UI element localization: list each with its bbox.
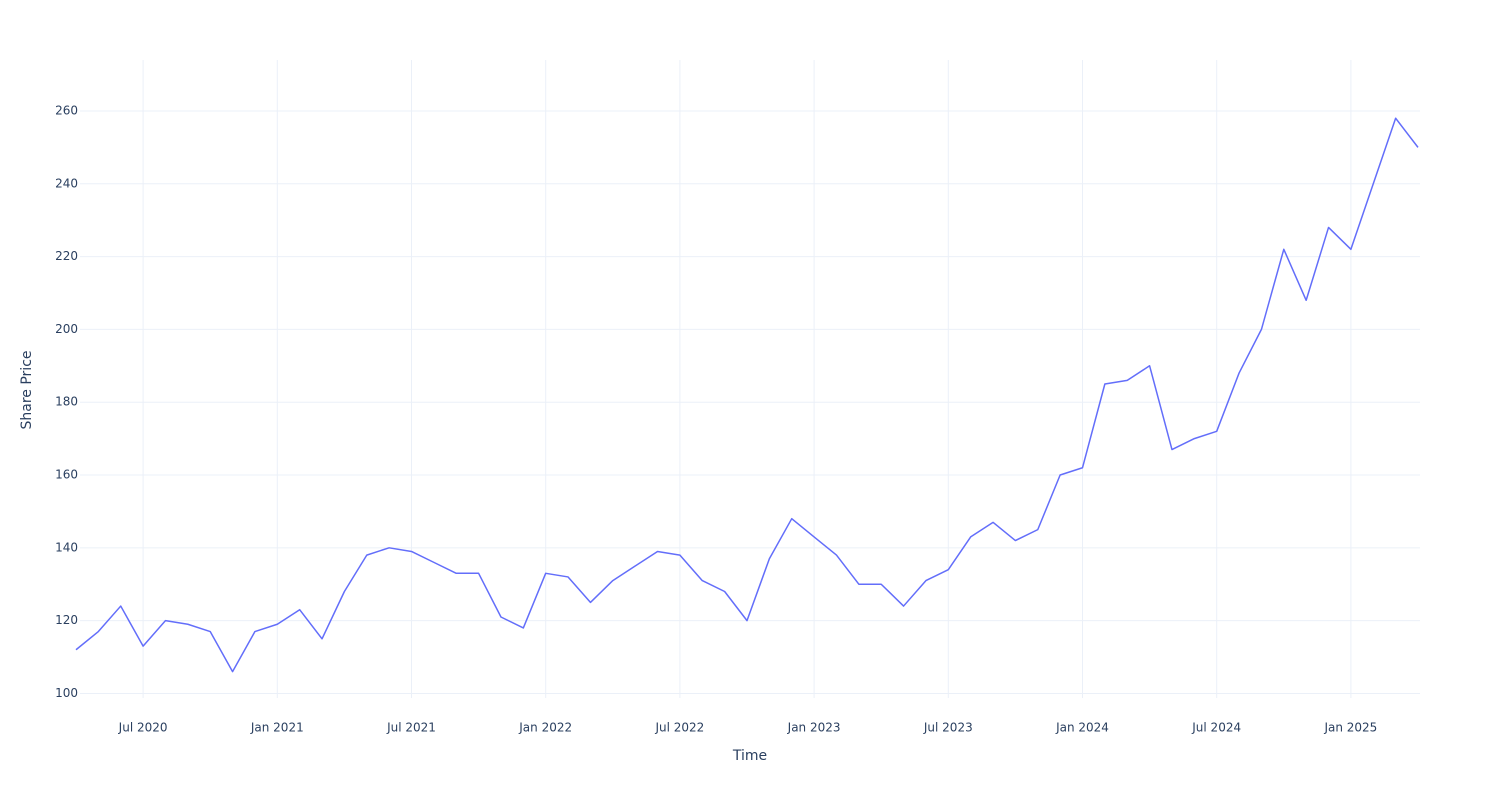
y-tick-label: 140 (55, 540, 78, 554)
y-tick-label: 220 (55, 249, 78, 263)
y-tick-label: 260 (55, 103, 78, 117)
y-tick-label: 160 (55, 468, 78, 482)
x-tick-label: Jul 2020 (118, 721, 168, 735)
y-tick-label: 240 (55, 176, 78, 190)
x-tick-label: Jan 2025 (1323, 721, 1377, 735)
y-axis-title: Share Price (19, 350, 35, 429)
x-axis-title: Time (732, 748, 767, 764)
y-tick-label: 180 (55, 395, 78, 409)
x-tick-label: Jul 2023 (923, 721, 973, 735)
x-tick-label: Jan 2021 (250, 721, 304, 735)
y-tick-label: 120 (55, 613, 78, 627)
x-tick-label: Jan 2024 (1055, 721, 1109, 735)
x-tick-label: Jul 2021 (386, 721, 436, 735)
y-tick-label: 100 (55, 686, 78, 700)
x-tick-label: Jan 2023 (787, 721, 841, 735)
x-tick-label: Jan 2022 (518, 721, 572, 735)
price-line (75, 117, 1419, 673)
x-tick-label: Jul 2024 (1191, 721, 1241, 735)
y-tick-label: 200 (55, 322, 78, 336)
x-tick-label: Jul 2022 (654, 721, 704, 735)
